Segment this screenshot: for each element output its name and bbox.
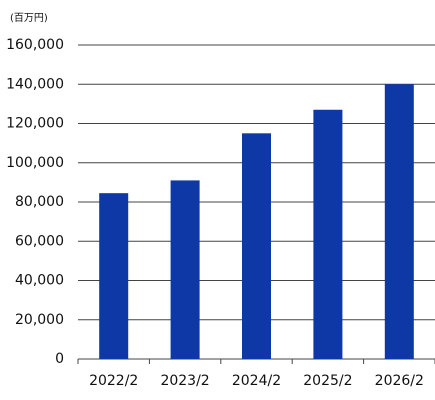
y-tick-label: 40,000 (15, 273, 64, 289)
x-tick-label: 2024/2 (232, 373, 281, 389)
y-tick-label: 60,000 (15, 233, 64, 249)
x-tick-label: 2026/2 (375, 373, 424, 389)
bar (170, 180, 200, 359)
y-tick-label: 0 (55, 351, 64, 367)
x-tick-label: 2022/2 (89, 373, 138, 389)
y-tick-label: 20,000 (15, 312, 64, 328)
bar (242, 133, 271, 359)
y-tick-label: 140,000 (6, 76, 64, 92)
y-tick-label: 100,000 (6, 155, 64, 171)
unit-label: (百万円) (10, 12, 48, 24)
y-tick-label: 160,000 (6, 37, 64, 53)
bar (313, 109, 343, 359)
x-tick-label: 2023/2 (160, 373, 209, 389)
bar (384, 84, 414, 359)
y-tick-label: 80,000 (15, 194, 64, 210)
x-tick-label: 2025/2 (303, 373, 352, 389)
y-tick-label: 120,000 (6, 116, 64, 132)
bar (99, 193, 129, 359)
